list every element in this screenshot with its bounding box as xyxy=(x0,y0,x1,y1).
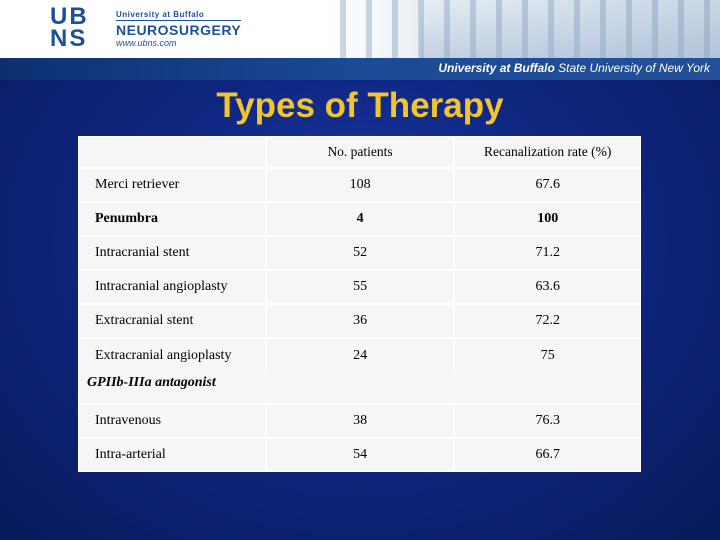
therapy-cell: Intracranial stent xyxy=(95,245,190,260)
therapy-table: No. patients Recanalization rate (%) Mer… xyxy=(78,136,641,472)
patients-cell: 108 xyxy=(264,169,454,201)
therapy-cell: Intra-arterial xyxy=(95,447,166,462)
rate-cell: 72.2 xyxy=(453,305,640,337)
therapy-cell: Merci retriever xyxy=(95,177,180,192)
patients-cell: 38 xyxy=(264,405,454,437)
logo-line-1: UB xyxy=(50,3,89,30)
table-row: Intracranial stent 52 71.2 xyxy=(79,237,640,271)
table-row: Intravenous 38 76.3 xyxy=(79,405,640,439)
therapy-cell: Intracranial angioplasty xyxy=(95,279,228,294)
group-label: GPIIb-IIIa antagonist xyxy=(87,375,216,390)
rate-cell: 100 xyxy=(453,203,640,235)
patients-cell: 24 xyxy=(264,339,454,373)
patients-cell: 52 xyxy=(264,237,454,269)
org-name: University at Buffalo NEUROSURGERY www.u… xyxy=(116,10,242,48)
therapy-cell: Intravenous xyxy=(95,413,162,428)
slide-title: Types of Therapy xyxy=(216,86,504,125)
rate-cell: 76.3 xyxy=(453,405,640,437)
header-cell-rate: Recanalization rate (%) xyxy=(453,137,640,167)
patients-cell: 55 xyxy=(264,271,454,303)
ubns-logo: UB NS xyxy=(50,3,110,52)
logo-line-2: NS xyxy=(50,25,88,52)
table-row: Merci retriever 108 67.6 xyxy=(79,169,640,203)
bar-state-university: State University of New York xyxy=(558,61,710,75)
rate-cell: 75 xyxy=(453,339,640,373)
table-row: Intracranial angioplasty 55 63.6 xyxy=(79,271,640,305)
patients-cell: 4 xyxy=(264,203,454,235)
rate-cell: 66.7 xyxy=(453,439,640,471)
therapy-cell: Extracranial stent xyxy=(95,313,194,328)
rate-cell: 67.6 xyxy=(453,169,640,201)
org-department: NEUROSURGERY xyxy=(116,22,242,38)
patients-cell: 36 xyxy=(264,305,454,337)
table-group-row: GPIIb-IIIa antagonist xyxy=(79,373,640,405)
building-columns-image xyxy=(340,0,720,58)
table-row: Penumbra 4 100 xyxy=(79,203,640,237)
org-university: University at Buffalo xyxy=(116,10,242,21)
table-row: Extracranial angioplasty 24 75 xyxy=(79,339,640,373)
bar-university: University at Buffalo xyxy=(438,61,555,75)
therapy-cell: Extracranial angioplasty xyxy=(95,348,232,363)
header-bar xyxy=(0,58,720,80)
header-cell-patients: No. patients xyxy=(264,137,454,167)
building-shade xyxy=(420,0,720,58)
header-bar-text: University at Buffalo State University o… xyxy=(438,61,710,75)
rate-cell: 63.6 xyxy=(453,271,640,303)
org-url: www.ubns.com xyxy=(116,38,177,48)
table-row: Intra-arterial 54 66.7 xyxy=(79,439,640,471)
rate-cell: 71.2 xyxy=(453,237,640,269)
patients-cell: 54 xyxy=(264,439,454,471)
header-cell-therapy xyxy=(79,137,265,167)
table-header-row: No. patients Recanalization rate (%) xyxy=(79,137,640,169)
header-banner: UB NS University at Buffalo NEUROSURGERY… xyxy=(0,0,720,58)
table-row: Extracranial stent 36 72.2 xyxy=(79,305,640,339)
therapy-cell: Penumbra xyxy=(95,211,158,226)
